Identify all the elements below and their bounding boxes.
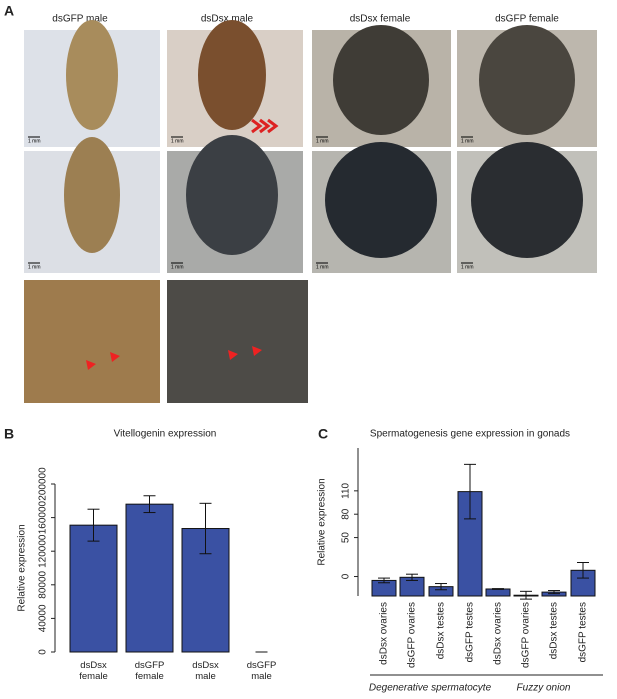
error-bar xyxy=(87,508,100,542)
column-heading: dsDsx male xyxy=(201,14,254,25)
y-tick-label: 160000 xyxy=(38,500,49,534)
column-heading: dsGFP male xyxy=(52,14,108,25)
y-tick-label: 80 xyxy=(341,508,352,520)
panel-label: B xyxy=(4,426,14,442)
x-tick-label: dsDsx ovaries xyxy=(379,602,390,665)
y-tick-label: 80000 xyxy=(38,570,49,598)
scale-label: 1 mm xyxy=(171,264,184,270)
error-bar xyxy=(577,562,589,579)
x-tick-label-box: dsGFP male xyxy=(246,660,277,682)
photo-body xyxy=(479,25,575,135)
y-tick-label: 120000 xyxy=(38,534,49,568)
x-tick-label-box: dsGFP female xyxy=(134,660,165,682)
x-tick-label: dsDsx testes xyxy=(436,602,447,659)
panel-label: C xyxy=(318,426,328,442)
photos xyxy=(24,20,597,403)
y-axis-label: Relative expression xyxy=(17,524,28,611)
scale-label: 1 mm xyxy=(316,138,329,144)
photo-body xyxy=(325,142,437,258)
bar xyxy=(485,588,511,597)
bar xyxy=(125,503,174,653)
photo-body xyxy=(198,20,266,130)
x-tick-label: dsGFP ovaries xyxy=(407,602,418,668)
group-label: Degenerative spermatocyte xyxy=(369,683,492,694)
error-bar xyxy=(492,588,504,590)
error-bar xyxy=(378,577,390,584)
scale-label: 1 mm xyxy=(316,264,329,270)
x-tick-label-box: dsDsx female xyxy=(79,660,108,682)
photo-body xyxy=(66,20,118,130)
photo-body xyxy=(333,25,429,135)
y-axis-label: Relative expression xyxy=(317,478,328,565)
scale-label: 1 mm xyxy=(461,264,474,270)
arrowheads xyxy=(251,118,279,134)
error-bar xyxy=(406,573,418,581)
column-heading: dsDsx female xyxy=(350,14,411,25)
x-tick-label: dsGFP testes xyxy=(578,602,589,662)
scale-label: 1 mm xyxy=(171,138,184,144)
bar xyxy=(69,524,118,653)
photo xyxy=(167,280,308,403)
arrowheads xyxy=(86,352,120,370)
scale-label: 1 mm xyxy=(28,264,41,270)
photo xyxy=(24,280,160,403)
chart-title: Spermatogenesis gene expression in gonad… xyxy=(370,429,570,440)
x-tick-label: dsGFP female xyxy=(134,660,165,682)
x-tick-label: dsGFP male xyxy=(246,660,277,682)
photo-body xyxy=(186,135,278,255)
y-tick-label: 50 xyxy=(341,532,352,544)
photo-body xyxy=(471,142,583,258)
error-bar xyxy=(464,463,476,520)
x-tick-label-box: dsDsx male xyxy=(192,660,219,682)
x-tick-label: dsGFP testes xyxy=(465,602,476,662)
error-bar xyxy=(199,502,212,555)
scale-label: 1 mm xyxy=(461,138,474,144)
y-tick-label: 0 xyxy=(38,649,49,655)
photo-body xyxy=(64,137,120,253)
scale-label: 1 mm xyxy=(28,138,41,144)
y-tick-label: 110 xyxy=(341,482,352,498)
y-tick-label: 200000 xyxy=(38,467,49,501)
x-tick-label: dsDsx female xyxy=(79,660,108,682)
arrowheads xyxy=(228,346,262,360)
x-tick-label: dsDsx ovaries xyxy=(493,602,504,665)
error-bar xyxy=(548,590,560,595)
error-bar xyxy=(435,583,447,591)
panel-label: A xyxy=(4,3,14,19)
x-tick-label: dsDsx testes xyxy=(549,602,560,659)
column-heading: dsGFP female xyxy=(495,14,559,25)
chart-title: Vitellogenin expression xyxy=(114,429,217,440)
group-label: Fuzzy onion xyxy=(517,683,571,694)
error-bar xyxy=(143,495,156,514)
error-bar xyxy=(520,590,532,600)
x-tick-label: dsDsx male xyxy=(192,660,219,682)
y-tick-label: 0 xyxy=(341,573,352,579)
x-tick-label: dsGFP ovaries xyxy=(521,602,532,668)
y-tick-label: 40000 xyxy=(38,604,49,632)
